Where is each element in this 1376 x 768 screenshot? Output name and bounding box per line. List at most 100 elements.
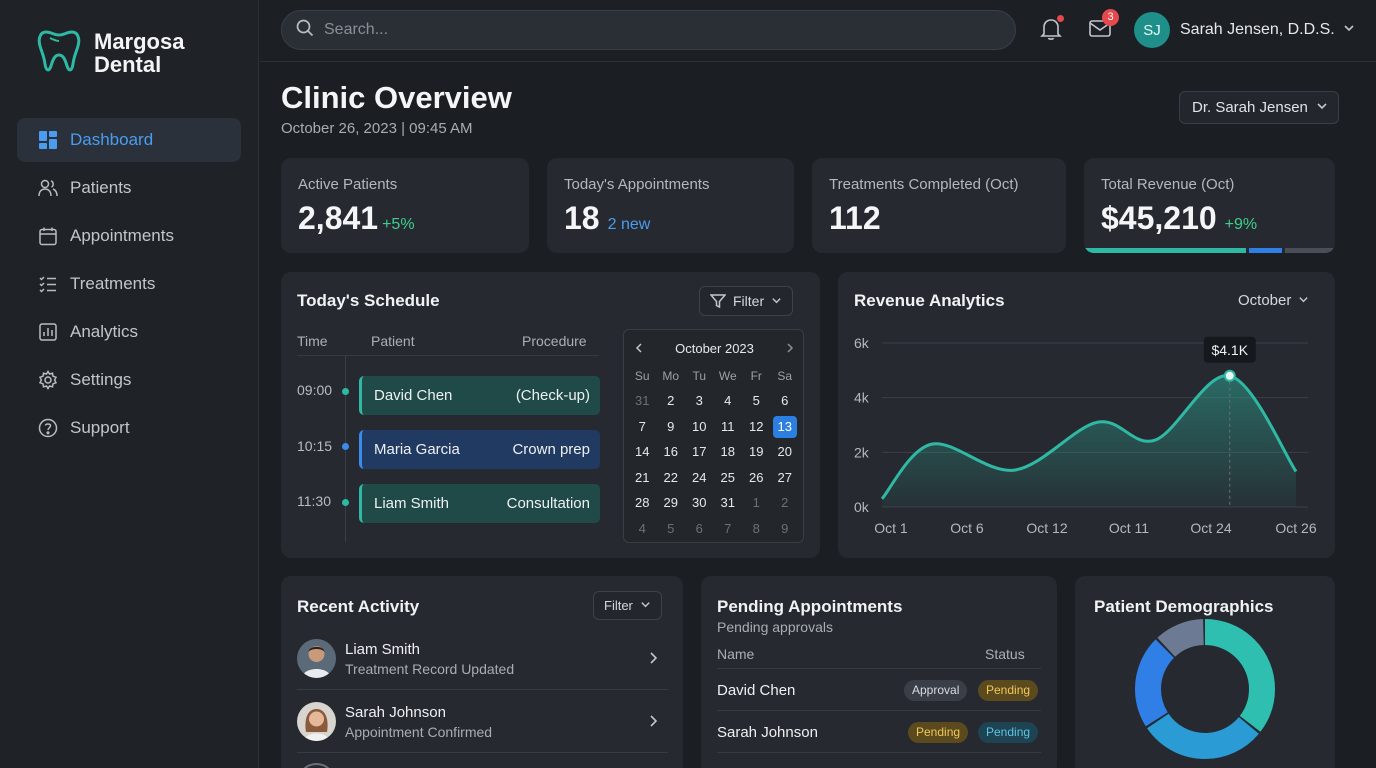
calendar-day[interactable]: 7 — [724, 520, 732, 536]
card-title: Revenue Analytics — [854, 291, 1005, 310]
calendar-day[interactable]: 16 — [663, 444, 678, 460]
calendar-day[interactable]: 27 — [777, 469, 792, 485]
filter-icon — [710, 293, 726, 309]
calendar-day[interactable]: 31 — [635, 393, 650, 409]
chevron-down-icon — [1343, 21, 1355, 39]
calendar-day[interactable]: 6 — [695, 520, 703, 536]
x-tick-label: Oct 26 — [1275, 520, 1316, 536]
calendar-day[interactable]: 13 — [772, 415, 797, 438]
calendar-day[interactable]: 18 — [720, 444, 735, 460]
calendar-day[interactable]: 6 — [781, 393, 789, 409]
y-tick-label: 6k — [854, 335, 870, 351]
calendar-day[interactable]: 31 — [720, 495, 735, 511]
calendar-day[interactable]: 1 — [752, 495, 760, 511]
x-tick-label: Oct 12 — [1026, 520, 1067, 536]
stat-card-active-patients: Active Patients 2,841 +5% — [281, 158, 529, 253]
calendar-day[interactable]: 7 — [638, 418, 646, 434]
calendar-day[interactable]: 22 — [663, 469, 678, 485]
calendar-day[interactable]: 26 — [749, 469, 764, 485]
stat-delta: +9% — [1224, 216, 1258, 233]
sidebar-item-support[interactable]: Support — [17, 406, 241, 450]
stat-value: 112 — [829, 200, 881, 236]
calendar-day[interactable]: 2 — [667, 393, 675, 409]
chevron-left-icon[interactable] — [634, 340, 644, 356]
calendar-day[interactable]: 9 — [781, 520, 789, 536]
timeline-dot — [342, 388, 349, 395]
calendar-day[interactable]: 28 — [635, 495, 650, 511]
bar-chart-icon — [37, 321, 59, 343]
calendar-day[interactable]: 12 — [749, 418, 764, 434]
sidebar-item-treatments[interactable]: Treatments — [17, 262, 241, 306]
sidebar-item-label: Appointments — [70, 226, 174, 245]
calendar-day[interactable]: 21 — [635, 469, 650, 485]
appointment-procedure: Consultation — [506, 495, 590, 512]
filter-label: Filter — [733, 293, 765, 309]
calendar-day[interactable]: 29 — [663, 495, 678, 511]
user-menu[interactable]: SJ Sarah Jensen, D.D.S. — [1134, 12, 1355, 48]
calendar-day[interactable]: 10 — [692, 418, 707, 434]
activity-item[interactable]: Liam Smith Treatment Record Updated — [297, 628, 668, 690]
sidebar-item-dashboard[interactable]: Dashboard — [17, 118, 241, 162]
stat-delta: 2 new — [607, 216, 651, 233]
donut-segment[interactable] — [1135, 619, 1275, 759]
sidebar-item-appointments[interactable]: Appointments — [17, 214, 241, 258]
appointment-item[interactable]: Liam Smith Consultation — [359, 484, 600, 523]
messages-button[interactable]: 3 — [1088, 9, 1119, 44]
calendar-day[interactable]: 5 — [667, 520, 675, 536]
chevron-right-icon[interactable] — [785, 340, 795, 356]
calendar-day[interactable]: 9 — [667, 418, 675, 434]
sidebar-item-analytics[interactable]: Analytics — [17, 310, 241, 354]
divider — [297, 355, 599, 356]
y-tick-label: 4k — [854, 390, 870, 406]
y-tick-label: 0k — [854, 499, 870, 515]
pending-appointments-card: Pending Appointments Pending approvals N… — [701, 576, 1057, 768]
calendar-day[interactable]: 11 — [721, 418, 735, 434]
stat-card-todays-appointments: Today's Appointments 18 2 new — [547, 158, 794, 253]
calendar-weekday: Su — [634, 368, 650, 383]
card-title: Pending Appointments — [717, 597, 903, 616]
calendar-day[interactable]: 20 — [777, 444, 792, 460]
calendar-day[interactable]: 8 — [752, 520, 760, 536]
sidebar-item-patients[interactable]: Patients — [17, 166, 241, 210]
calendar-day[interactable]: 3 — [695, 393, 703, 409]
calendar-weekday: Sa — [777, 368, 793, 383]
revenue-area — [882, 375, 1296, 507]
calendar-day[interactable]: 4 — [638, 520, 646, 536]
calendar-day[interactable]: 2 — [781, 495, 789, 511]
brand[interactable]: Margosa Dental — [36, 26, 184, 79]
search-bar[interactable] — [281, 10, 1016, 50]
search-input[interactable] — [324, 21, 924, 39]
divider — [717, 668, 1041, 669]
stat-label: Treatments Completed (Oct) — [829, 176, 1019, 193]
calendar-week-row: 14 16 17 18 19 20 — [628, 440, 801, 466]
donut-segment[interactable] — [1135, 619, 1275, 759]
calendar-day[interactable]: 25 — [720, 469, 735, 485]
appointment-item[interactable]: David Chen (Check-up) — [359, 376, 600, 415]
donut-segment[interactable] — [1135, 619, 1275, 759]
calendar-weekday: We — [718, 368, 737, 383]
activity-filter-button[interactable]: Filter — [593, 591, 662, 620]
calendar-day[interactable]: 30 — [692, 495, 707, 511]
divider — [717, 752, 1041, 753]
calendar-weekday-row: Su Mo Tu We Fr Sa — [628, 363, 801, 389]
users-icon — [37, 177, 59, 199]
calendar-day[interactable]: 14 — [635, 444, 650, 460]
calendar-day[interactable]: 4 — [724, 393, 732, 409]
calendar-day[interactable]: 17 — [692, 444, 707, 460]
activity-text: Sarah Johnson Appointment Confirmed — [345, 704, 492, 740]
filter-label: Filter — [604, 598, 633, 613]
notifications-button[interactable] — [1040, 15, 1064, 46]
stat-card-treatments-completed: Treatments Completed (Oct) 112 — [812, 158, 1066, 253]
calendar-day[interactable]: 24 — [692, 469, 707, 485]
calendar-day[interactable]: 5 — [752, 393, 760, 409]
activity-action: Treatment Record Updated — [345, 660, 515, 677]
sidebar-item-settings[interactable]: Settings — [17, 358, 241, 402]
doctor-select[interactable]: Dr. Sarah Jensen — [1179, 91, 1339, 124]
period-select[interactable]: October — [1238, 292, 1309, 309]
avatar — [297, 639, 336, 678]
schedule-filter-button[interactable]: Filter — [699, 286, 794, 316]
appointment-item[interactable]: Maria Garcia Crown prep — [359, 430, 600, 469]
calendar-day[interactable]: 19 — [749, 444, 764, 460]
appointment-procedure: (Check-up) — [515, 387, 590, 404]
activity-item[interactable]: Sarah Johnson Appointment Confirmed — [297, 691, 668, 753]
